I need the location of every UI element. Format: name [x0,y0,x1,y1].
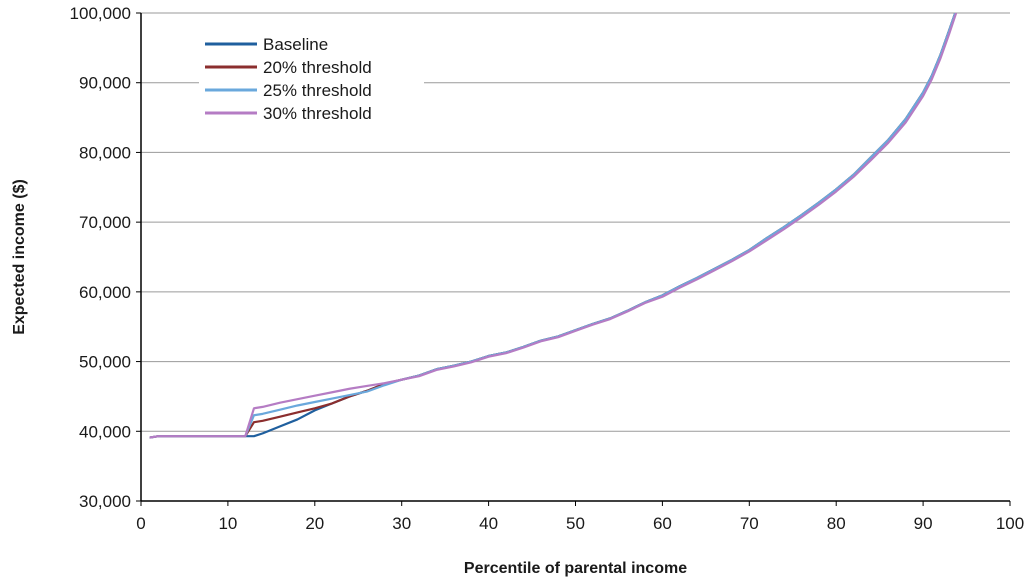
x-tick-label: 50 [566,514,585,533]
y-axis-title: Expected income ($) [11,179,28,335]
legend-label: 20% threshold [263,58,372,77]
x-tick-label: 70 [740,514,759,533]
legend-label: 25% threshold [263,81,372,100]
legend-label: 30% threshold [263,104,372,123]
x-tick-label: 60 [653,514,672,533]
x-tick-label: 20 [305,514,324,533]
x-tick-label: 100 [996,514,1024,533]
x-tick-label: 80 [827,514,846,533]
x-tick-label: 90 [914,514,933,533]
y-tick-label: 30,000 [79,492,131,511]
legend-label: Baseline [263,35,328,54]
y-tick-label: 70,000 [79,213,131,232]
x-tick-labels: 0 10 20 30 40 50 60 70 80 90 100 [136,514,1024,533]
legend: Baseline 20% threshold 25% threshold 30% th… [199,30,424,130]
y-tick-labels: 30,000 40,000 50,000 60,000 70,000 80,000 90,0… [70,4,131,511]
series-line-30-threshold [149,13,958,439]
y-tick-label: 90,000 [79,74,131,93]
y-tick-label: 50,000 [79,353,131,372]
series-lines [149,13,958,439]
x-tick-label: 0 [136,514,145,533]
y-tick-label: 40,000 [79,422,131,441]
axes [136,12,1011,506]
x-axis-title: Percentile of parental income [464,560,687,577]
y-tick-label: 80,000 [79,143,131,162]
x-tick-label: 10 [218,514,237,533]
y-tick-label: 60,000 [79,283,131,302]
x-tick-label: 30 [392,514,411,533]
y-tick-label: 100,000 [70,4,131,23]
x-tick-label: 40 [479,514,498,533]
